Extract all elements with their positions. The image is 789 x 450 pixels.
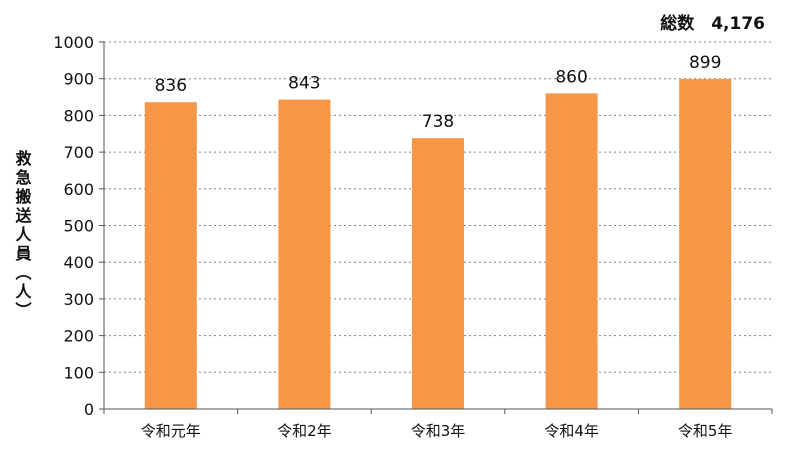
bars <box>144 79 732 410</box>
x-category-label: 令和3年 <box>411 422 466 440</box>
x-category-label: 令和4年 <box>544 422 599 440</box>
data-label: 899 <box>689 53 721 73</box>
data-label: 860 <box>555 67 587 87</box>
x-category-label: 令和5年 <box>678 422 733 440</box>
x-axis-categories: 令和元年 令和2年 令和3年 令和4年 令和5年 <box>103 409 773 440</box>
bar <box>412 138 464 410</box>
y-axis-label: 救急搬送人員（人） <box>13 149 33 321</box>
bar <box>545 93 598 409</box>
y-tick-label: 600 <box>63 180 94 199</box>
y-axis-ticks: 0 100 200 300 400 500 600 700 800 900 1000 <box>53 33 104 419</box>
y-tick-label: 200 <box>63 327 94 346</box>
y-tick-label: 900 <box>63 70 94 89</box>
data-labels: 836 843 738 860 899 <box>155 53 722 132</box>
data-label: 843 <box>288 74 320 94</box>
total-annotation: 総数 4,176 <box>660 13 765 34</box>
y-tick-label: 400 <box>63 253 94 272</box>
y-tick-label: 100 <box>63 363 94 382</box>
y-tick-label: 800 <box>63 106 94 125</box>
x-category-label: 令和2年 <box>277 422 332 440</box>
data-label: 738 <box>422 112 454 132</box>
bar <box>144 102 197 410</box>
bar <box>278 99 331 409</box>
bar <box>679 79 732 409</box>
y-tick-label: 300 <box>63 290 94 309</box>
gridlines <box>104 41 772 373</box>
data-label: 836 <box>155 76 187 96</box>
y-tick-label: 500 <box>63 217 94 236</box>
y-tick-label: 1000 <box>53 33 94 52</box>
y-tick-label: 0 <box>84 400 94 419</box>
y-tick-label: 700 <box>63 143 94 162</box>
x-category-label: 令和元年 <box>141 422 201 440</box>
